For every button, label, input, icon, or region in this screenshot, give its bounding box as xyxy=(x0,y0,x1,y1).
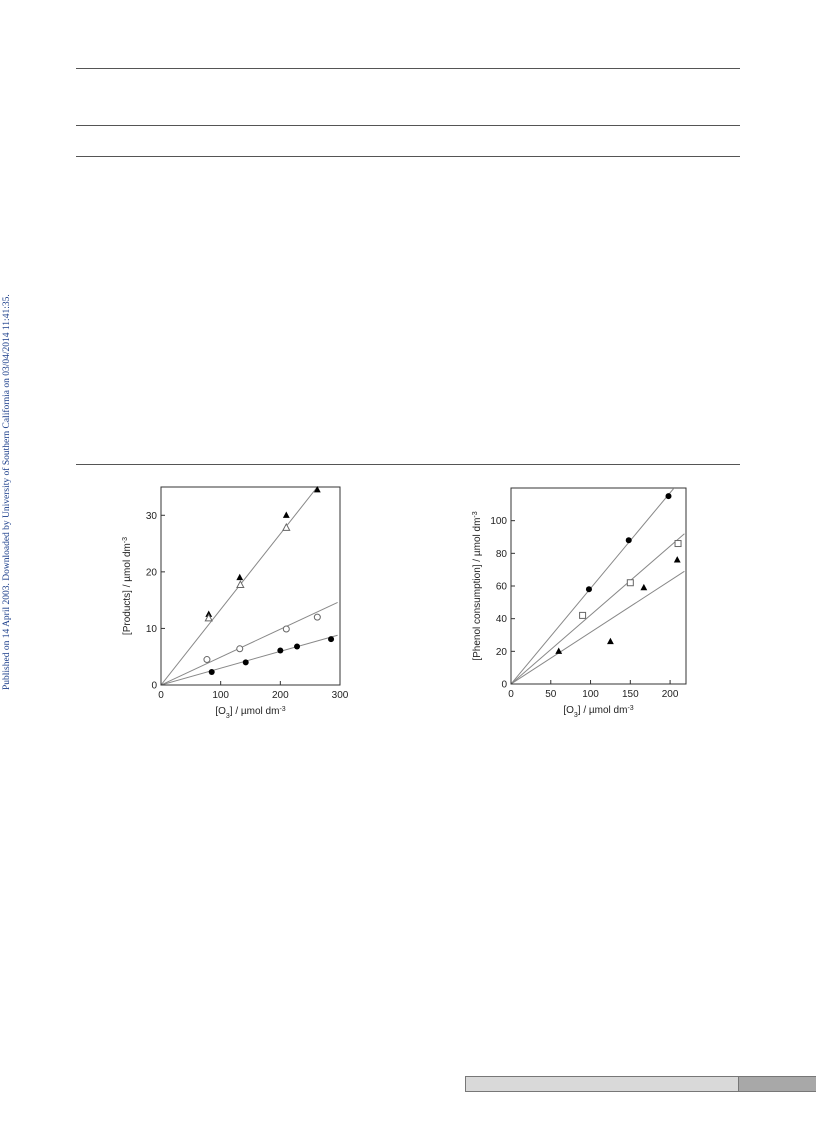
y-tick-label: 80 xyxy=(496,549,508,560)
fit-line xyxy=(161,601,338,685)
fit-line xyxy=(511,488,675,684)
y-axis-label: [Phenol consumption] / µmol dm-3 xyxy=(472,511,484,660)
x-tick-label: 200 xyxy=(272,690,289,701)
data-point xyxy=(242,659,249,666)
footer-bar-end xyxy=(739,1076,816,1092)
data-point xyxy=(625,537,632,544)
x-tick-label: 200 xyxy=(662,689,679,700)
data-point xyxy=(585,586,592,593)
y-tick-label: 0 xyxy=(501,680,507,691)
phenol-chart-svg: 0 50 100 150 200 0 20 40 60 80 100 [O3] / µmol dm-3… xyxy=(472,487,687,719)
data-point xyxy=(236,645,244,653)
footer-bar xyxy=(465,1076,739,1092)
y-tick-label: 40 xyxy=(496,614,508,625)
y-tick-label: 60 xyxy=(496,582,508,593)
x-tick-label: 100 xyxy=(212,690,229,701)
data-point xyxy=(607,637,614,645)
data-point xyxy=(579,611,587,619)
y-tick-label: 10 xyxy=(146,624,158,635)
data-point xyxy=(236,580,245,588)
x-tick-label: 50 xyxy=(545,689,557,700)
download-note: Published on 14 April 2003. Downloaded b… xyxy=(2,294,12,690)
data-point xyxy=(208,668,215,675)
x-axis-label: [O3] / µmol dm-3 xyxy=(563,705,633,719)
fit-line xyxy=(161,634,338,685)
data-point xyxy=(313,486,321,493)
phenol-chart: 0 50 100 150 200 0 20 40 60 80 100 [O3] / µmol dm-3… xyxy=(466,478,706,740)
data-point xyxy=(204,613,213,622)
data-point xyxy=(674,540,682,548)
data-point xyxy=(294,643,301,650)
fit-lines xyxy=(511,488,685,684)
data-point xyxy=(555,647,563,654)
data-point xyxy=(282,625,290,633)
x-tick-label: 100 xyxy=(582,689,599,700)
plot-frame xyxy=(510,487,687,685)
data-point xyxy=(328,636,335,643)
data-points xyxy=(555,493,682,654)
y-tick-label: 30 xyxy=(146,511,158,522)
header-rule-middle xyxy=(76,125,740,126)
y-tick-label: 0 xyxy=(151,681,157,692)
data-point xyxy=(203,656,211,664)
data-point xyxy=(626,579,634,587)
fit-line xyxy=(511,570,685,684)
data-point xyxy=(277,647,284,654)
x-tick-label: 0 xyxy=(508,689,514,700)
data-point xyxy=(640,583,648,591)
data-point xyxy=(282,511,290,518)
x-tick-label: 0 xyxy=(158,690,164,701)
header-rule-top xyxy=(76,68,740,69)
figure-rule xyxy=(76,464,740,465)
data-point xyxy=(673,556,681,563)
header-rule-bottom xyxy=(76,156,740,157)
data-point xyxy=(665,493,672,500)
y-tick-label: 100 xyxy=(490,516,507,527)
data-point xyxy=(236,573,244,581)
plot-frame xyxy=(160,486,341,686)
products-chart-svg: 0 100 200 300 0 10 20 30 [O3] / µmol dm-3 [Produc… xyxy=(122,486,349,720)
data-point xyxy=(282,522,291,531)
data-points xyxy=(203,486,335,675)
fit-lines xyxy=(161,487,338,685)
y-axis-label: [Products] / µmol dm-3 xyxy=(122,537,134,635)
x-tick-label: 300 xyxy=(332,690,349,701)
y-tick-label: 20 xyxy=(146,567,158,578)
y-tick-label: 20 xyxy=(496,647,508,658)
fit-line xyxy=(511,533,685,684)
x-axis-label: [O3] / µmol dm-3 xyxy=(215,706,285,720)
products-chart: 0 100 200 300 0 10 20 30 [O3] / µmol dm-3 [Produc… xyxy=(110,478,360,740)
data-point xyxy=(313,613,321,621)
x-tick-label: 150 xyxy=(622,689,639,700)
